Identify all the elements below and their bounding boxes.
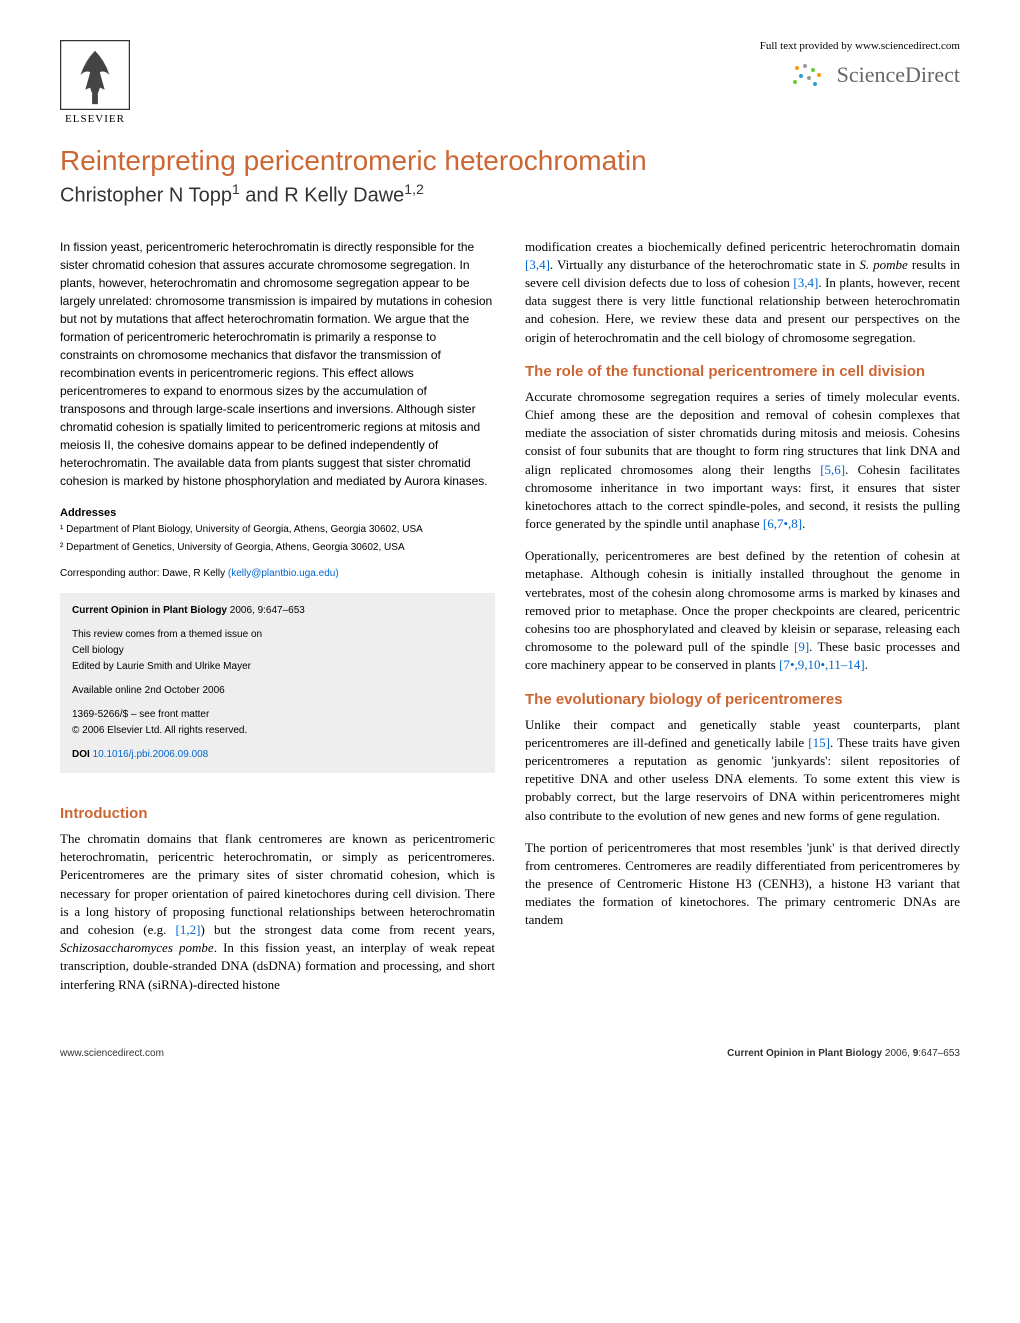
corresponding-label: Corresponding author: Dawe, R Kelly xyxy=(60,568,225,579)
copyright: © 2006 Elsevier Ltd. All rights reserved… xyxy=(72,723,483,739)
ref-link[interactable]: [6,7•,8] xyxy=(763,516,802,531)
issn: 1369-5266/$ – see front matter xyxy=(72,707,483,723)
addresses-heading: Addresses xyxy=(60,506,495,521)
doi-link[interactable]: 10.1016/j.pbi.2006.09.008 xyxy=(93,749,209,760)
article-title: Reinterpreting pericentromeric heterochr… xyxy=(60,145,960,177)
intro-heading: Introduction xyxy=(60,803,495,824)
journal-name: Current Opinion in Plant Biology xyxy=(72,605,227,616)
footer-url[interactable]: www.sciencedirect.com xyxy=(60,1048,164,1059)
ref-link[interactable]: [5,6] xyxy=(820,462,845,477)
role-heading: The role of the functional pericentromer… xyxy=(525,361,960,382)
ref-link[interactable]: [15] xyxy=(808,735,830,750)
online-date: Available online 2nd October 2006 xyxy=(72,683,483,699)
content-columns: In fission yeast, pericentromeric hetero… xyxy=(60,238,960,1008)
left-column: In fission yeast, pericentromeric hetero… xyxy=(60,238,495,1008)
sd-provided-text: Full text provided by www.sciencedirect.… xyxy=(760,40,960,52)
elsevier-label: ELSEVIER xyxy=(65,113,125,125)
article-authors: Christopher N Topp1 and R Kelly Dawe1,2 xyxy=(60,181,960,208)
elsevier-logo: ELSEVIER xyxy=(60,40,130,125)
sciencedirect-logo: ScienceDirect xyxy=(760,60,960,90)
evo-p2: The portion of pericentromeres that most… xyxy=(525,839,960,930)
footer-citation: Current Opinion in Plant Biology 2006, 9… xyxy=(727,1048,960,1059)
sciencedirect-brand: ScienceDirect xyxy=(837,62,960,88)
ref-link[interactable]: [7•,9,10•,11–14] xyxy=(779,657,865,672)
corresponding-author: Corresponding author: Dawe, R Kelly (kel… xyxy=(60,567,495,581)
journal-citation: Current Opinion in Plant Biology 2006, 9… xyxy=(72,603,483,619)
role-p1: Accurate chromosome segregation requires… xyxy=(525,388,960,534)
abstract-text: In fission yeast, pericentromeric hetero… xyxy=(60,238,495,490)
doi-label: DOI xyxy=(72,749,93,760)
right-column: modification creates a biochemically def… xyxy=(525,238,960,1008)
ref-link[interactable]: [9] xyxy=(794,639,809,654)
evo-p1: Unlike their compact and genetically sta… xyxy=(525,716,960,825)
journal-info-box: Current Opinion in Plant Biology 2006, 9… xyxy=(60,593,495,773)
corresponding-email[interactable]: (kelly@plantbio.uga.edu) xyxy=(228,568,339,579)
themed-label: This review comes from a themed issue on xyxy=(72,627,483,643)
intro-paragraph: The chromatin domains that flank centrom… xyxy=(60,830,495,994)
citation-text: 2006, 9:647–653 xyxy=(227,605,305,616)
issn-copyright: 1369-5266/$ – see front matter © 2006 El… xyxy=(72,707,483,739)
themed-section: This review comes from a themed issue on… xyxy=(72,627,483,675)
page-footer: www.sciencedirect.com Current Opinion in… xyxy=(60,1048,960,1059)
elsevier-tree-icon xyxy=(60,40,130,110)
sd-dots-icon xyxy=(789,60,829,90)
address-2: ² Department of Genetics, University of … xyxy=(60,541,495,555)
issue-name: Cell biology xyxy=(72,643,483,659)
editors: Edited by Laurie Smith and Ulrike Mayer xyxy=(72,659,483,675)
col2-intro-continued: modification creates a biochemically def… xyxy=(525,238,960,347)
page-header: ELSEVIER Full text provided by www.scien… xyxy=(60,40,960,125)
role-p2: Operationally, pericentromeres are best … xyxy=(525,547,960,674)
address-1: ¹ Department of Plant Biology, Universit… xyxy=(60,523,495,537)
sciencedirect-section: Full text provided by www.sciencedirect.… xyxy=(760,40,960,90)
ref-link[interactable]: [3,4] xyxy=(525,257,550,272)
ref-link[interactable]: [3,4] xyxy=(793,275,818,290)
doi-line: DOI 10.1016/j.pbi.2006.09.008 xyxy=(72,747,483,763)
ref-link[interactable]: [1,2] xyxy=(176,922,201,937)
evo-heading: The evolutionary biology of pericentrome… xyxy=(525,689,960,710)
